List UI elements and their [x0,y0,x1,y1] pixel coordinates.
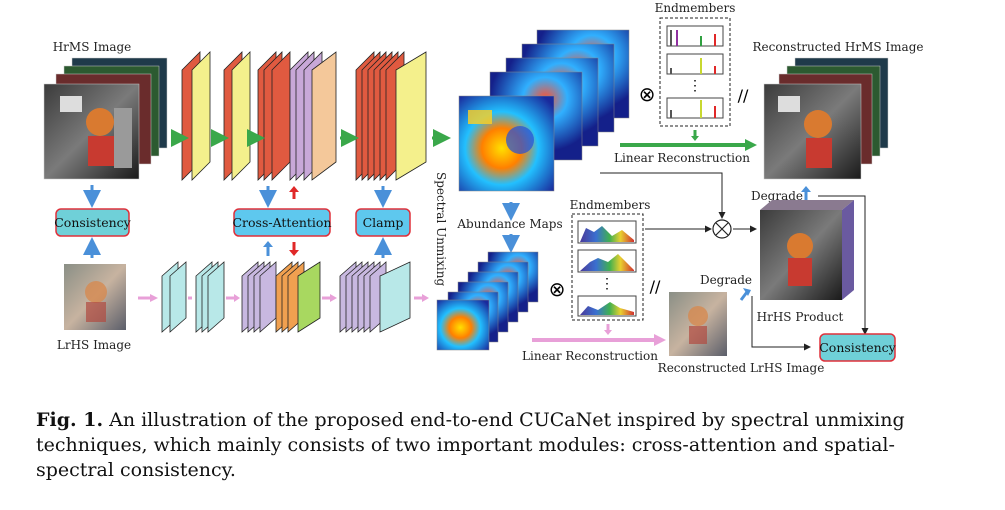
linear-reconstruction-top-label: Linear Reconstruction [614,151,750,165]
cucanet-diagram: HrMS Image LrHS Image Consistency [43,1,924,375]
endmembers-bottom-ellipsis: ⋮ [600,276,614,292]
caption-text: An illustration of the proposed end-to-e… [36,409,905,481]
reconstructed-lrhs-image [669,292,727,356]
cross-attention-label: Cross-Attention [232,215,331,230]
equals-top: // [738,86,749,105]
consistency-left-label: Consistency [54,215,131,230]
abundance-maps-bottom [436,251,539,351]
hrms-image-stack [43,57,168,180]
hrhs-product-label: HrHS Product [757,310,844,324]
endmembers-top-ellipsis: ⋮ [688,78,702,94]
clamp-box [355,208,411,237]
reconstructed-hrms-label: Reconstructed HrMS Image [753,40,924,54]
reconstructed-hrms-stack [763,57,889,180]
abundance-maps-label: Abundance Maps [456,217,562,231]
cross-attention-box [233,208,331,237]
degrade-bottom-label: Degrade [700,273,752,287]
lrhs-image [64,264,126,330]
lrhs-encoder-layers [161,261,411,333]
hrhs-product-cube [760,200,854,300]
clamp-label: Clamp [363,215,404,230]
equals-bottom: // [650,277,661,296]
otimes-top: ⊗ [639,82,656,106]
endmembers-top-panel: ⋮ [659,17,731,127]
otimes-bottom: ⊗ [549,277,566,301]
endmembers-bottom-label: Endmembers [570,198,651,212]
caption-fig-label: Fig. 1. [36,409,104,431]
hrms-image-label: HrMS Image [53,40,132,54]
figure-caption: Fig. 1. An illustration of the proposed … [36,408,916,483]
endmembers-bottom-panel: ⋮ [571,213,644,321]
reconstructed-lrhs-label: Reconstructed LrHS Image [658,361,825,375]
bottom-flow-arrows [138,294,429,302]
hrms-encoder-layers [181,51,427,181]
spectral-unmixing-label: Spectral Unmixing [434,172,448,286]
linear-reconstruction-bottom-label: Linear Reconstruction [522,349,658,363]
consistency-right-box [819,333,896,362]
degrade-top-label: Degrade [751,189,803,203]
lrhs-image-label: LrHS Image [57,338,131,352]
consistency-left-box [55,208,130,237]
consistency-right-label: Consistency [819,340,896,355]
abundance-maps-top [458,29,630,192]
endmembers-top-label: Endmembers [655,1,736,15]
